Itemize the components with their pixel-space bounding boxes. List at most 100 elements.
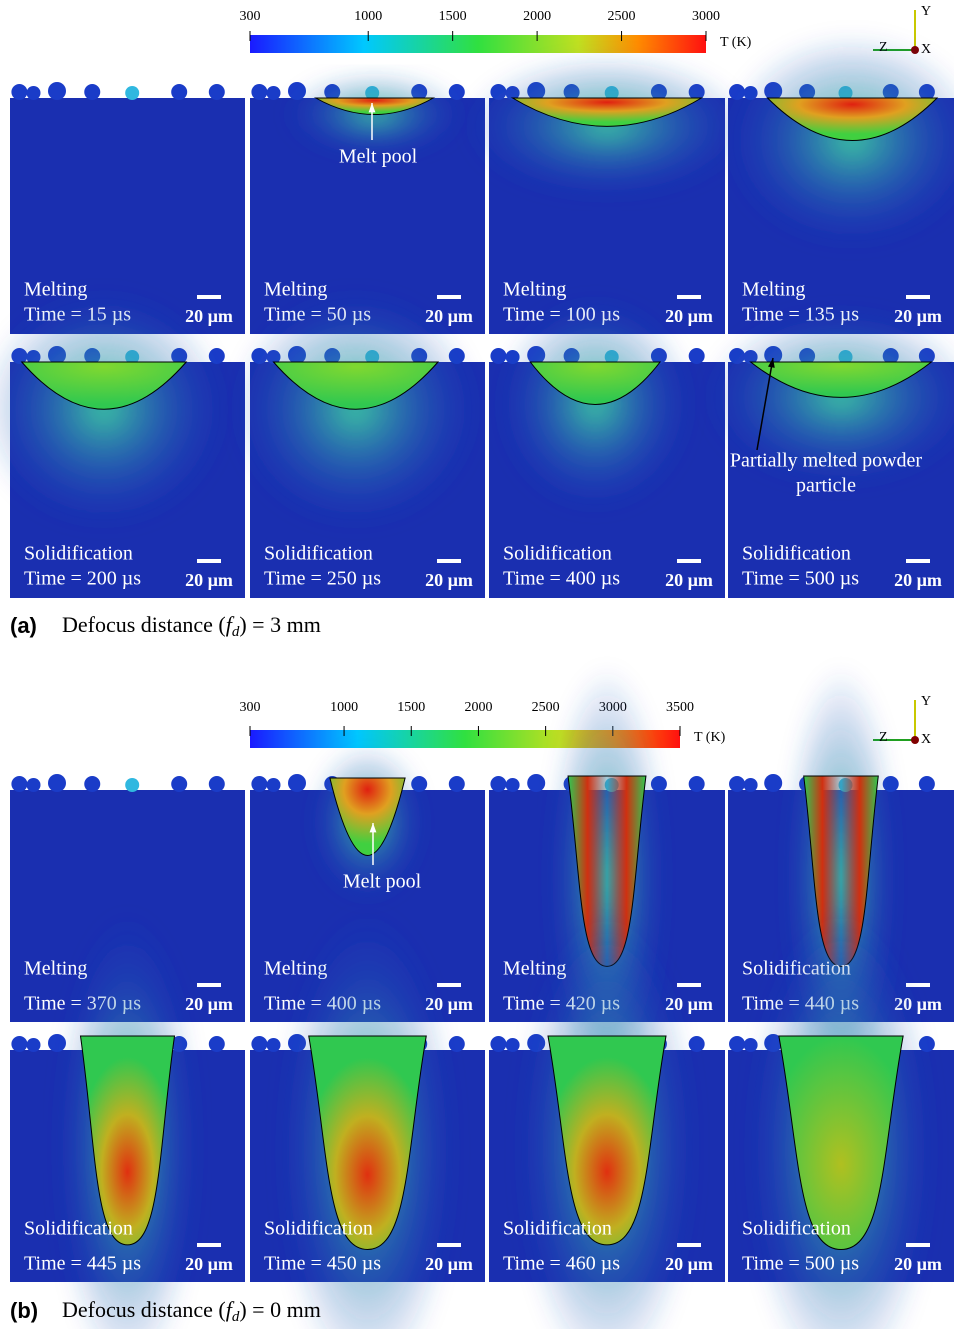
colorbar-tick-label: 300 — [240, 700, 261, 715]
powder-particle — [209, 1036, 225, 1052]
panel: Solidification Time = 250 µs 20 µm — [232, 291, 485, 598]
powder-particle — [11, 84, 27, 100]
powder-particle — [251, 776, 267, 792]
phase-label: Solidification — [264, 543, 373, 565]
powder-particle — [527, 774, 545, 792]
scale-label: 20 µm — [665, 1254, 713, 1274]
colorbar-tick-label: 1000 — [354, 9, 382, 24]
colorbar — [250, 35, 706, 53]
powder-particle — [171, 776, 187, 792]
scale-label: 20 µm — [185, 994, 233, 1014]
caption: Defocus distance (fd) = 3 mm — [62, 612, 321, 640]
phase-label: Solidification — [742, 1218, 851, 1240]
scale-label: 20 µm — [894, 1254, 942, 1274]
caption-prefix: Defocus distance ( — [62, 612, 226, 637]
phase-label: Solidification — [742, 543, 851, 565]
powder-particle — [267, 1038, 281, 1052]
powder-particle — [251, 1036, 267, 1052]
phase-label: Melting — [742, 279, 805, 301]
powder-particle — [171, 84, 187, 100]
time-label: Time = 250 µs — [264, 568, 381, 590]
powder-particle — [27, 86, 41, 100]
annotation: Partially melted powder — [730, 450, 923, 472]
time-label: Time = 500 µs — [742, 568, 859, 590]
part-tag: (b) — [10, 1298, 38, 1323]
powder-particle — [125, 778, 139, 792]
powder-particle — [84, 84, 100, 100]
scale-label: 20 µm — [185, 1254, 233, 1274]
annotation: Melt pool — [343, 871, 422, 893]
time-label: Time = 460 µs — [503, 1253, 620, 1275]
colorbar-unit: T (K) — [720, 35, 752, 50]
caption: Defocus distance (fd) = 0 mm — [62, 1297, 321, 1325]
phase-label: Solidification — [24, 543, 133, 565]
powder-particle — [490, 1036, 506, 1052]
powder-particle — [27, 1038, 41, 1052]
powder-particle — [48, 774, 66, 792]
phase-label: Melting — [24, 958, 87, 980]
time-label: Time = 450 µs — [264, 1253, 381, 1275]
colorbar-tick-label: 1500 — [397, 700, 425, 715]
scale-label: 20 µm — [665, 306, 713, 326]
powder-particle — [267, 778, 281, 792]
powder-particle — [209, 776, 225, 792]
colorbar-unit: T (K) — [694, 730, 726, 745]
powder-particle — [506, 1038, 520, 1052]
powder-particle — [744, 1038, 758, 1052]
powder-particle — [48, 82, 66, 100]
powder-particle — [11, 776, 27, 792]
powder-particle — [48, 1034, 66, 1052]
colorbar-tick-label: 2000 — [523, 9, 551, 24]
phase-label: Solidification — [503, 543, 612, 565]
scale-label: 20 µm — [425, 570, 473, 590]
powder-particle — [267, 86, 281, 100]
phase-label: Melting — [503, 279, 566, 301]
colorbar-tick-label: 3500 — [666, 700, 694, 715]
powder-particle — [449, 776, 465, 792]
phase-label: Solidification — [264, 1218, 373, 1240]
annotation: particle — [796, 475, 856, 497]
scale-label: 20 µm — [425, 1254, 473, 1274]
powder-particle — [11, 1036, 27, 1052]
part-tag: (a) — [10, 613, 37, 638]
powder-particle — [84, 776, 100, 792]
caption-prefix: Defocus distance ( — [62, 1297, 226, 1322]
caption-suffix: ) = 3 mm — [239, 612, 320, 637]
powder-particle — [449, 1036, 465, 1052]
powder-particle — [251, 84, 267, 100]
powder-particle — [729, 1036, 745, 1052]
time-label: Time = 500 µs — [742, 1253, 859, 1275]
axis-y-label: Y — [921, 694, 931, 709]
powder-particle — [27, 778, 41, 792]
powder-particle — [125, 86, 139, 100]
axis-x — [911, 736, 919, 744]
powder-particle — [209, 84, 225, 100]
colorbar-tick-label: 300 — [240, 9, 261, 24]
caption-suffix: ) = 0 mm — [239, 1297, 320, 1322]
time-label: Time = 445 µs — [24, 1253, 141, 1275]
phase-label: Solidification — [503, 1218, 612, 1240]
colorbar-tick-label: 2500 — [608, 9, 636, 24]
colorbar-tick-label: 1500 — [439, 9, 467, 24]
colorbar-tick-label: 1000 — [330, 700, 358, 715]
axis-x-label: X — [921, 732, 931, 747]
scale-label: 20 µm — [665, 570, 713, 590]
powder-particle — [506, 778, 520, 792]
annotation: Melt pool — [339, 146, 418, 168]
powder-particle — [490, 348, 506, 364]
colorbar-tick-label: 2000 — [464, 700, 492, 715]
powder-particle — [919, 776, 935, 792]
powder-particle — [764, 774, 782, 792]
powder-particle — [689, 348, 705, 364]
powder-particle — [744, 778, 758, 792]
scale-label: 20 µm — [894, 570, 942, 590]
powder-particle — [490, 776, 506, 792]
phase-label: Solidification — [24, 1218, 133, 1240]
powder-particle — [689, 776, 705, 792]
axis-y-label: Y — [921, 4, 931, 19]
scale-label: 20 µm — [185, 570, 233, 590]
